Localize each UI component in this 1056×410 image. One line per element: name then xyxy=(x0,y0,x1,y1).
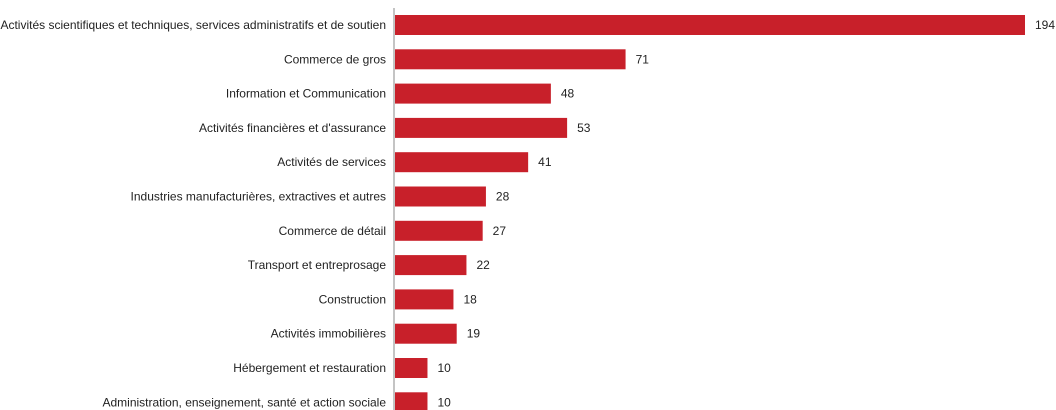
bar xyxy=(395,49,626,70)
bar xyxy=(395,255,467,276)
category-label: Activités scientifiques et techniques, s… xyxy=(0,18,386,32)
bar xyxy=(395,220,483,241)
category-label: Commerce de détail xyxy=(279,224,386,238)
category-label: Information et Communication xyxy=(226,87,386,101)
bar xyxy=(395,289,454,310)
bars-group xyxy=(395,15,1025,410)
bar xyxy=(395,392,428,410)
category-label: Industries manufacturières, extractives … xyxy=(131,190,386,204)
value-label: 48 xyxy=(561,87,575,101)
value-label: 194 xyxy=(1035,18,1055,32)
value-label: 53 xyxy=(577,121,591,135)
category-label: Activités de services xyxy=(277,155,386,169)
bar xyxy=(395,117,568,138)
value-label: 18 xyxy=(463,292,477,306)
category-label: Administration, enseignement, santé et a… xyxy=(103,395,387,409)
category-labels-group: Activités scientifiques et techniques, s… xyxy=(0,18,386,409)
value-label: 10 xyxy=(437,361,451,375)
bar xyxy=(395,323,457,344)
category-label: Hébergement et restauration xyxy=(233,361,386,375)
value-label: 22 xyxy=(476,258,490,272)
bar xyxy=(395,15,1025,35)
category-label: Activités financières et d'assurance xyxy=(199,121,386,135)
value-label: 19 xyxy=(467,327,481,341)
value-label: 41 xyxy=(538,155,552,169)
category-label: Transport et entreprosage xyxy=(248,258,387,272)
bar xyxy=(395,83,551,104)
bar xyxy=(395,186,486,207)
bar xyxy=(395,358,428,378)
value-labels-group: 194 71 48 53 41 28 27 22 18 19 10 10 xyxy=(437,18,1055,409)
value-label: 28 xyxy=(496,190,510,204)
category-label: Commerce de gros xyxy=(284,52,386,66)
value-label: 27 xyxy=(493,224,507,238)
value-label: 71 xyxy=(636,52,650,66)
category-label: Construction xyxy=(319,292,386,306)
bar xyxy=(395,152,529,173)
category-label: Activités immobilières xyxy=(271,327,386,341)
value-label: 10 xyxy=(437,395,451,409)
